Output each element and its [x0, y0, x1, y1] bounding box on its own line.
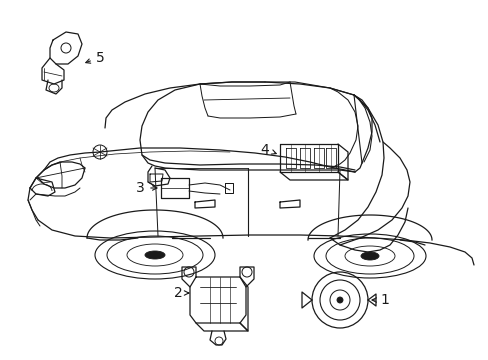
Text: 4: 4	[260, 143, 269, 157]
Ellipse shape	[360, 252, 378, 260]
Text: 3: 3	[135, 181, 144, 195]
Ellipse shape	[145, 251, 164, 259]
Ellipse shape	[336, 297, 342, 303]
Text: 5: 5	[96, 51, 104, 65]
Text: 1: 1	[380, 293, 388, 307]
Text: 2: 2	[173, 286, 182, 300]
